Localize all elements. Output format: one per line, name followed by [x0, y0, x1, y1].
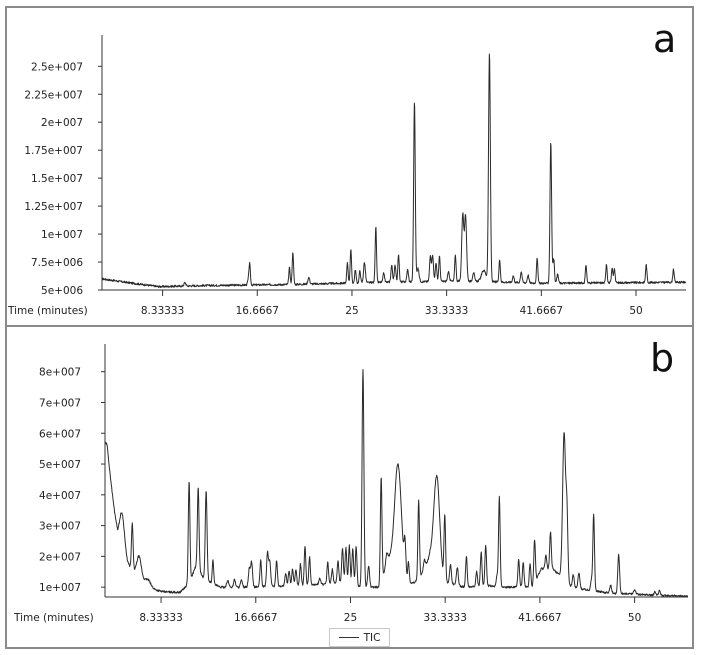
x-tick-label: 16.6667	[234, 612, 277, 624]
x-tick-label: 8.33333	[141, 305, 184, 317]
y-tick-label: 1e+007	[39, 582, 81, 594]
panel-b-x-axis-title: Time (minutes)	[13, 612, 94, 624]
y-tick-label: 7e+007	[39, 397, 81, 409]
y-tick-label: 4e+007	[39, 490, 81, 502]
x-tick-label: 25	[344, 612, 357, 624]
x-tick-label: 33.3333	[425, 305, 468, 317]
y-tick-label: 7.5e+006	[31, 257, 83, 269]
y-tick-label: 2e+007	[41, 117, 83, 129]
x-tick-label: 8.33333	[139, 612, 182, 624]
panel-b-tic-trace	[104, 368, 689, 597]
x-tick-label: 16.6667	[236, 305, 279, 317]
legend-label: TIC	[363, 631, 381, 644]
legend-line-swatch	[338, 637, 359, 638]
y-tick-label: 1.5e+007	[31, 173, 83, 185]
y-tick-label: 1e+007	[41, 229, 83, 241]
panel-a-x-axis-title: Time (minutes)	[7, 305, 88, 317]
y-tick-label: 8e+007	[39, 367, 81, 379]
panel-b-label: b	[650, 336, 675, 380]
panel-a-chart: 5e+006 7.5e+006 1e+007 1.25e+007 1.5e+007 1.7…	[7, 35, 687, 317]
y-tick-label: 2e+007	[39, 551, 81, 563]
panel-a-axes: 5e+006 7.5e+006 1e+007 1.25e+007 1.5e+007 1.7…	[24, 35, 686, 317]
x-tick-label: 50	[628, 612, 641, 624]
x-tick-label: 25	[345, 305, 358, 317]
y-tick-label: 2.25e+007	[24, 89, 83, 101]
y-tick-label: 5e+007	[39, 459, 81, 471]
legend: TIC	[329, 628, 390, 647]
x-tick-label: 41.6667	[518, 612, 561, 624]
y-tick-label: 5e+006	[41, 285, 83, 297]
y-tick-label: 1.25e+007	[24, 201, 83, 213]
panel-a-label: a	[653, 17, 677, 61]
panel-divider	[5, 325, 694, 327]
x-tick-label: 41.6667	[520, 305, 563, 317]
panel-b-chart: 1e+007 2e+007 3e+007 4e+007 5e+007 6e+007 7e+0…	[13, 344, 689, 624]
x-tick-label: 33.3333	[423, 612, 466, 624]
y-tick-label: 3e+007	[39, 521, 81, 533]
y-tick-label: 2.5e+007	[31, 61, 83, 73]
panel-a-tic-trace	[101, 53, 687, 289]
x-tick-label: 50	[629, 305, 642, 317]
figure-frame	[5, 6, 694, 649]
y-tick-label: 1.75e+007	[24, 145, 83, 157]
y-tick-label: 6e+007	[39, 428, 81, 440]
panel-b-axes: 1e+007 2e+007 3e+007 4e+007 5e+007 6e+007 7e+0…	[39, 344, 688, 624]
